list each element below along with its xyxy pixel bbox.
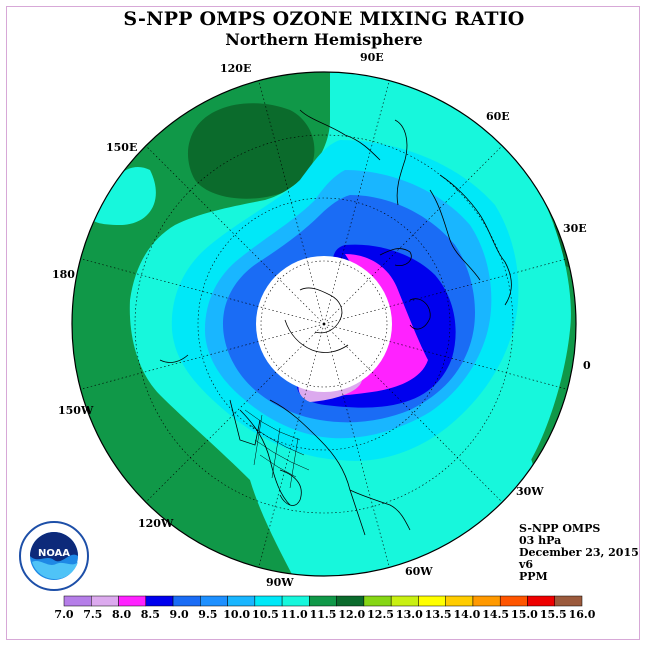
noaa-logo-icon: NOAA — [19, 521, 89, 591]
colorbar-tick-label: 9.0 — [169, 608, 189, 621]
colorbar — [63, 595, 583, 607]
lon-label-150w: 150W — [58, 404, 94, 417]
colorbar-tick-label: 8.0 — [111, 608, 132, 621]
globe-outline — [71, 71, 577, 577]
colorbar-tick-label: 9.5 — [198, 608, 218, 621]
info-level: 03 hPa — [519, 534, 562, 547]
logo-text: NOAA — [38, 548, 70, 559]
colorbar-tick-label: 15.5 — [539, 608, 567, 621]
colorbar-tick-label: 13.0 — [395, 608, 423, 621]
info-units: PPM — [519, 570, 548, 583]
latitude-circle — [260, 260, 388, 388]
colorbar-tick-label: 12.0 — [338, 608, 366, 621]
colorbar-tick-label: 7.5 — [83, 608, 103, 621]
colorbar-tick-label: 15.0 — [511, 608, 538, 621]
lon-label-30w: 30W — [516, 485, 544, 498]
colorbar-swatch — [200, 595, 228, 607]
colorbar-swatch — [527, 595, 555, 607]
colorbar-tick-label: 10.5 — [252, 608, 279, 621]
colorbar-swatch — [336, 595, 365, 607]
lon-label-60e: 60E — [486, 110, 510, 123]
colorbar-tick-label: 8.5 — [140, 608, 160, 621]
colorbar-swatch — [172, 595, 201, 607]
colorbar-tick-label: 14.5 — [482, 608, 510, 621]
state-boundaries — [244, 409, 310, 489]
colorbar-tick-label: 10.0 — [223, 608, 251, 621]
colorbar-tick-label: 11.0 — [280, 608, 308, 621]
ozone-region-12.0 — [187, 103, 315, 199]
colorbar-swatch — [445, 595, 474, 607]
info-version: v6 — [519, 558, 534, 571]
lon-label-120w: 120W — [138, 517, 174, 530]
colorbar-tick-label: 14.0 — [453, 608, 481, 621]
latitude-circle — [134, 134, 514, 514]
colorbar-swatch — [554, 595, 583, 607]
colorbar-tick-label: 12.5 — [367, 608, 394, 621]
lon-label-60w: 60W — [405, 565, 433, 578]
colorbar-swatch — [281, 595, 310, 607]
colorbar-swatch — [472, 595, 501, 607]
colorbar-swatch — [390, 595, 419, 607]
lon-label-90e: 90E — [360, 51, 384, 64]
colorbar-swatch — [118, 595, 147, 607]
colorbar-swatch — [91, 595, 119, 607]
lon-label-90w: 90W — [266, 576, 294, 589]
colorbar-swatch — [145, 595, 174, 607]
info-block: S-NPP OMPS 03 hPa December 23, 2015 v6 P… — [519, 523, 639, 583]
info-instrument: S-NPP OMPS — [519, 522, 601, 535]
lon-label-180: 180 — [52, 268, 75, 281]
colorbar-swatch — [418, 595, 446, 607]
colorbar-tick-label: 7.0 — [54, 608, 74, 621]
lon-label-150e: 150E — [106, 141, 138, 154]
colorbar-swatch — [363, 595, 392, 607]
coastlines — [159, 109, 512, 536]
lon-label-120e: 120E — [220, 62, 252, 75]
graticule — [80, 80, 568, 568]
latitude-circle — [197, 197, 451, 451]
page-frame — [6, 6, 640, 640]
lon-label-30e: 30E — [563, 222, 587, 235]
colorbar-swatch — [309, 595, 337, 607]
colorbar-tick-label: 11.5 — [309, 608, 337, 621]
colorbar-tick-label: 16.0 — [568, 608, 596, 621]
page-title: S-NPP OMPS OZONE MIXING RATIO — [123, 8, 525, 30]
colorbar-swatch — [63, 595, 92, 607]
info-date: December 23, 2015 — [519, 546, 639, 559]
colorbar-swatch — [227, 595, 256, 607]
page-subtitle: Northern Hemisphere — [225, 30, 423, 49]
colorbar-tick-label: 13.5 — [424, 608, 452, 621]
colorbar-swatch — [499, 595, 528, 607]
colorbar-swatch — [254, 595, 283, 607]
lon-label-0: 0 — [583, 359, 591, 372]
